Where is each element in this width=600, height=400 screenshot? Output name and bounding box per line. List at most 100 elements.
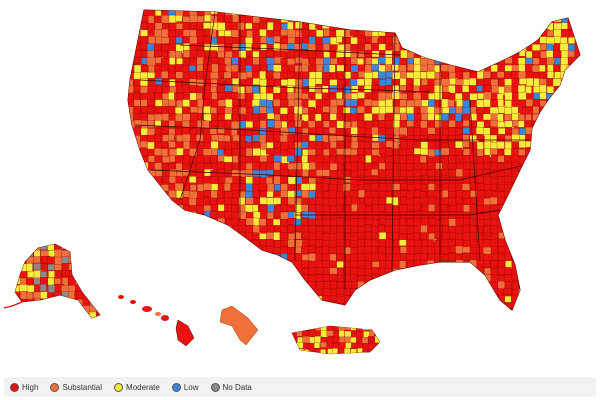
county[interactable] — [454, 267, 464, 275]
county[interactable] — [560, 219, 568, 228]
county[interactable] — [133, 274, 140, 285]
county[interactable] — [546, 296, 555, 305]
county[interactable] — [386, 23, 393, 32]
county[interactable] — [169, 57, 176, 66]
county[interactable] — [155, 302, 162, 312]
county[interactable] — [400, 112, 408, 121]
county[interactable] — [379, 22, 389, 32]
county[interactable] — [196, 155, 204, 164]
county[interactable] — [266, 78, 275, 86]
county[interactable] — [183, 225, 191, 233]
county[interactable] — [286, 85, 294, 94]
county[interactable] — [532, 274, 541, 282]
county[interactable] — [413, 156, 421, 165]
county[interactable] — [294, 21, 303, 29]
county[interactable] — [126, 148, 134, 156]
county[interactable] — [421, 289, 430, 297]
county[interactable] — [259, 288, 269, 295]
county[interactable] — [182, 240, 191, 249]
county[interactable] — [168, 120, 176, 128]
county[interactable] — [357, 92, 365, 99]
county[interactable] — [497, 121, 506, 128]
county[interactable] — [582, 72, 589, 81]
county[interactable] — [329, 189, 337, 200]
county[interactable] — [371, 78, 381, 85]
county[interactable] — [426, 296, 434, 305]
county[interactable] — [204, 288, 212, 295]
county[interactable] — [392, 72, 402, 80]
county[interactable] — [266, 134, 274, 142]
county[interactable] — [189, 287, 197, 297]
county[interactable] — [540, 9, 548, 17]
county[interactable] — [182, 163, 190, 171]
county[interactable] — [378, 224, 385, 233]
county[interactable] — [266, 260, 276, 269]
county[interactable] — [133, 245, 142, 254]
county[interactable] — [232, 162, 239, 172]
county[interactable] — [364, 224, 372, 232]
county[interactable] — [477, 57, 486, 67]
county[interactable] — [252, 261, 260, 269]
county[interactable] — [223, 15, 233, 23]
county[interactable] — [154, 148, 162, 156]
county[interactable] — [407, 266, 415, 275]
county[interactable] — [469, 253, 478, 261]
county[interactable] — [267, 119, 276, 128]
county[interactable] — [554, 211, 561, 220]
county[interactable] — [428, 29, 437, 38]
county[interactable] — [245, 148, 253, 157]
county[interactable] — [455, 274, 464, 283]
county[interactable] — [140, 140, 148, 148]
county[interactable] — [497, 309, 506, 316]
county[interactable] — [76, 291, 83, 299]
county[interactable] — [377, 71, 387, 80]
county[interactable] — [399, 289, 407, 296]
county[interactable] — [54, 249, 63, 258]
county[interactable] — [392, 148, 399, 156]
county[interactable] — [364, 311, 372, 317]
county[interactable] — [381, 343, 387, 351]
county[interactable] — [490, 308, 499, 316]
county[interactable] — [350, 218, 359, 228]
county[interactable] — [343, 288, 351, 296]
county[interactable] — [300, 218, 308, 226]
county[interactable] — [511, 78, 519, 87]
county[interactable] — [384, 218, 393, 227]
county[interactable] — [259, 120, 267, 129]
county[interactable] — [316, 281, 324, 290]
county[interactable] — [553, 295, 563, 304]
county[interactable] — [442, 190, 449, 199]
county[interactable] — [252, 288, 263, 297]
county[interactable] — [568, 184, 575, 192]
county[interactable] — [329, 64, 336, 74]
county[interactable] — [133, 184, 143, 192]
county[interactable] — [434, 120, 442, 129]
county[interactable] — [245, 197, 255, 205]
county[interactable] — [533, 28, 542, 36]
county[interactable] — [315, 9, 323, 17]
county[interactable] — [532, 289, 542, 298]
county[interactable] — [567, 218, 577, 226]
county[interactable] — [127, 224, 135, 233]
county[interactable] — [525, 190, 534, 198]
county[interactable] — [161, 127, 170, 134]
county[interactable] — [357, 302, 367, 310]
county[interactable] — [132, 113, 141, 121]
county[interactable] — [168, 309, 176, 317]
county[interactable] — [371, 85, 379, 92]
county[interactable] — [76, 320, 83, 327]
county[interactable] — [370, 183, 379, 191]
county[interactable] — [127, 28, 135, 37]
county[interactable] — [483, 50, 492, 58]
county[interactable] — [68, 320, 76, 328]
county[interactable] — [560, 161, 569, 171]
county[interactable] — [539, 92, 547, 100]
county[interactable] — [69, 243, 77, 251]
county[interactable] — [581, 239, 590, 247]
county[interactable] — [356, 148, 365, 157]
county[interactable] — [343, 56, 351, 66]
county[interactable] — [532, 260, 540, 267]
county[interactable] — [280, 253, 288, 262]
county[interactable] — [574, 190, 583, 197]
county[interactable] — [490, 79, 499, 86]
